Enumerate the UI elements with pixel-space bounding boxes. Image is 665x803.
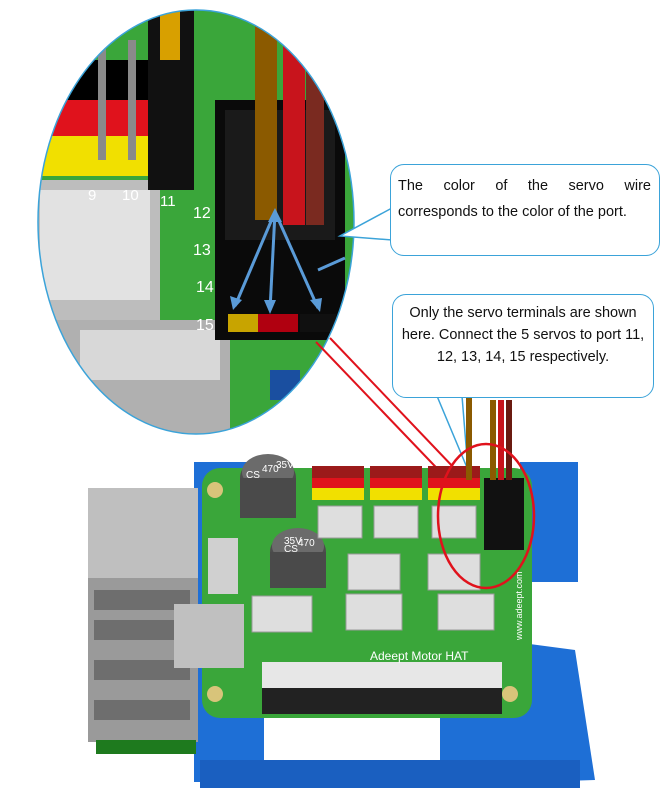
terminals-callout: Only the servo terminals are shown here.… [392,294,654,398]
zoom-detail-view: 9 10 11 12 13 14 15 [38,10,354,434]
capacitor-label: CS [284,544,298,555]
arrow-icon [233,211,346,311]
board-brand-label: Adeept Motor HAT [370,649,469,663]
capacitor-label: CS [246,470,260,481]
highlight-circle [436,442,536,590]
port-label-10: 10 [122,187,139,204]
highlight-connector [315,337,457,485]
capacitor-label: 35V [284,536,302,547]
terminals-note: Only the servo terminals are shown here.… [401,305,645,365]
port-label-11: 11 [160,193,176,210]
port-label-14: 14 [196,279,214,296]
board-url-label: www.adeept.com [514,571,524,641]
port-label-15: 15 [196,317,214,334]
wire-color-note: The color of the servo wire corresponds … [398,178,651,220]
port-label-12: 12 [193,205,211,222]
capacitor-label: 470 [298,538,315,549]
motor-hat-board: CS 470 35V CS 470 35V [88,398,595,788]
port-label-13: 13 [193,242,211,259]
port-label-9: 9 [88,187,96,204]
capacitor-label: 35V [276,460,294,471]
callout-pointer [435,395,469,471]
capacitor-label: 470 [262,464,279,475]
wire-color-callout: The color of the servo wire corresponds … [390,164,660,256]
